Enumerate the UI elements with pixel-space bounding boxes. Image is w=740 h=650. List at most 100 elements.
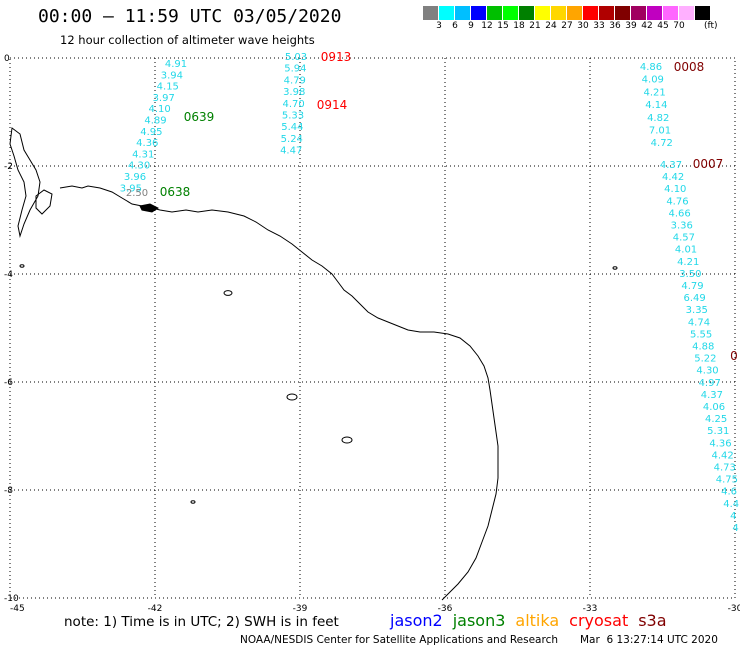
lon-tick-label: -30 <box>728 604 740 614</box>
lat-tick-label: -4 <box>4 270 13 280</box>
legend-label: 27 <box>561 21 573 31</box>
legend-swatch <box>599 6 615 20</box>
lon-tick-label: -33 <box>583 604 598 614</box>
generated-timestamp: Mar 6 13:27:14 UTC 2020 <box>580 634 718 646</box>
page-subtitle: 12 hour collection of altimeter wave hei… <box>60 33 315 47</box>
legend-swatch <box>647 6 663 20</box>
legend-label: 3 <box>436 21 442 31</box>
time-label: 0638 <box>160 185 191 199</box>
lon-tick-label: -45 <box>10 604 25 614</box>
track-value: 4.6 <box>721 487 737 498</box>
track-value: 3.98 <box>283 87 305 98</box>
track-value: 4.10 <box>148 104 170 115</box>
track-value: 4.36 <box>136 138 158 149</box>
track-value: 4.01 <box>675 245 697 256</box>
island <box>190 500 196 504</box>
legend-swatch <box>695 6 711 20</box>
satellite-jason2: jason2 <box>390 611 443 630</box>
legend-swatch <box>631 6 647 20</box>
track-value: 4.79 <box>681 281 703 292</box>
track-value: 4.21 <box>643 87 665 98</box>
track-value: 4.42 <box>662 172 684 183</box>
legend-label: 70 <box>673 21 685 31</box>
track-value: 5.31 <box>707 426 729 437</box>
legend-label: 15 <box>497 21 509 31</box>
legend-label: 30 <box>577 21 589 31</box>
track-value: 4.88 <box>692 342 714 353</box>
island <box>19 264 25 268</box>
credit-line: NOAA/NESDIS Center for Satellite Applica… <box>240 634 558 646</box>
page-title: 00:00 – 11:59 UTC 03/05/2020 <box>38 6 342 27</box>
track-value: 6.49 <box>684 293 706 304</box>
track-value: 4.86 <box>640 62 662 73</box>
track-value: 4.30 <box>696 366 718 377</box>
legend-swatch <box>615 6 631 20</box>
track-value: 3.94 <box>161 70 183 81</box>
track-value: 3.36 <box>671 221 693 232</box>
legend-label: 36 <box>609 21 621 31</box>
legend-swatch <box>583 6 599 20</box>
track-value: 4.10 <box>664 184 686 195</box>
satellite-altika: altika <box>515 611 560 630</box>
satellite-legend: jason2 jason3 altika cryosat s3a <box>390 611 667 630</box>
track-value: 4.21 <box>677 257 699 268</box>
track-value: 4.66 <box>668 208 690 219</box>
track-value: 4.91 <box>165 59 187 70</box>
lat-tick-label: -8 <box>4 486 13 496</box>
coastline-islands <box>9 127 41 238</box>
track-value: 5.55 <box>690 329 712 340</box>
track-value: 5.44 <box>281 122 303 133</box>
track-value: 4.06 <box>703 402 725 413</box>
legend-swatch <box>519 6 535 20</box>
time-label: 0914 <box>317 98 348 112</box>
track-value: 4.73 <box>714 463 736 474</box>
satellite-cryosat: cryosat <box>569 611 629 630</box>
legend-swatch <box>455 6 471 20</box>
legend-swatch <box>567 6 583 20</box>
track-value: 4.37 <box>660 160 682 171</box>
track-value: 3.96 <box>124 172 146 183</box>
lat-tick-label: -6 <box>4 378 13 388</box>
track-value: 4.37 <box>701 390 723 401</box>
island <box>286 393 298 401</box>
track-value: 4.82 <box>647 113 669 124</box>
track-value: 4.76 <box>666 196 688 207</box>
track-value: 4.15 <box>157 82 179 93</box>
time-label: 0639 <box>184 110 215 124</box>
island <box>612 266 618 270</box>
legend-label: 21 <box>529 21 541 31</box>
track-value: 4.89 <box>144 116 166 127</box>
track-value: 4.70 <box>282 99 304 110</box>
legend-label: 12 <box>481 21 493 31</box>
track-value: 3.95 <box>120 183 142 194</box>
coastline-island <box>139 203 159 213</box>
track-value: 4.42 <box>711 450 733 461</box>
lon-tick-label: -39 <box>293 604 308 614</box>
track-value: 4.31 <box>132 149 154 160</box>
track-value: 4.30 <box>128 161 150 172</box>
legend-swatch <box>423 6 439 20</box>
track-value: 5.24 <box>281 134 303 145</box>
track-value: 4.75 <box>716 475 738 486</box>
island <box>341 436 353 444</box>
legend-swatch <box>679 6 695 20</box>
track-value: 4.57 <box>673 233 695 244</box>
map-frame <box>9 57 736 599</box>
legend-label: 33 <box>593 21 605 31</box>
satellite-s3a: s3a <box>638 611 667 630</box>
track-value: 7.01 <box>649 126 671 137</box>
legend-label: 6 <box>452 21 458 31</box>
track-value: 4.97 <box>699 378 721 389</box>
track-value: 4.09 <box>642 75 664 86</box>
track-value: 4.95 <box>140 127 162 138</box>
footnote: note: 1) Time is in UTC; 2) SWH is in fe… <box>64 614 339 630</box>
time-label: 0913 <box>321 50 352 64</box>
lat-tick-label: -2 <box>4 162 13 172</box>
island <box>223 290 233 296</box>
coastline-island <box>35 189 53 215</box>
lat-tick-label: 0 <box>4 54 10 64</box>
coastline <box>59 185 499 601</box>
legend-swatch <box>663 6 679 20</box>
